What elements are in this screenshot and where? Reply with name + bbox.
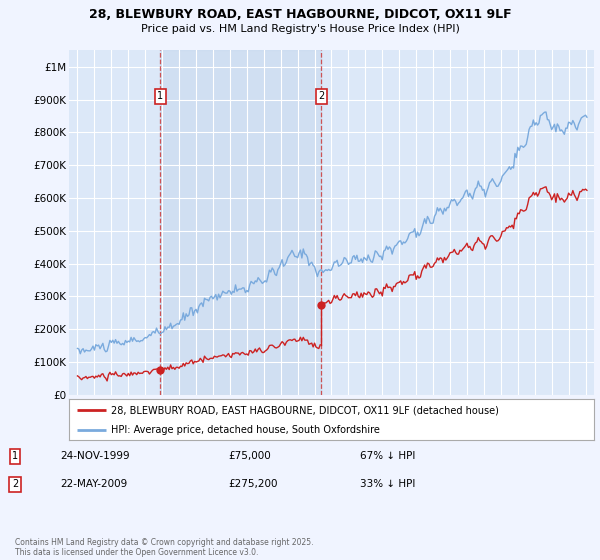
Text: 2: 2 (318, 91, 325, 101)
Text: Price paid vs. HM Land Registry's House Price Index (HPI): Price paid vs. HM Land Registry's House … (140, 24, 460, 34)
Text: 28, BLEWBURY ROAD, EAST HAGBOURNE, DIDCOT, OX11 9LF: 28, BLEWBURY ROAD, EAST HAGBOURNE, DIDCO… (89, 8, 511, 21)
Text: £75,000: £75,000 (228, 451, 271, 461)
Text: 1: 1 (157, 91, 164, 101)
Text: HPI: Average price, detached house, South Oxfordshire: HPI: Average price, detached house, Sout… (111, 424, 380, 435)
Text: 22-MAY-2009: 22-MAY-2009 (60, 479, 127, 489)
Text: 28, BLEWBURY ROAD, EAST HAGBOURNE, DIDCOT, OX11 9LF (detached house): 28, BLEWBURY ROAD, EAST HAGBOURNE, DIDCO… (111, 405, 499, 415)
Bar (160, 50, 322, 395)
Text: 67% ↓ HPI: 67% ↓ HPI (360, 451, 415, 461)
Text: 33% ↓ HPI: 33% ↓ HPI (360, 479, 415, 489)
Text: £275,200: £275,200 (228, 479, 277, 489)
Text: Contains HM Land Registry data © Crown copyright and database right 2025.
This d: Contains HM Land Registry data © Crown c… (15, 538, 314, 557)
Text: 24-NOV-1999: 24-NOV-1999 (60, 451, 130, 461)
Text: 1: 1 (12, 451, 18, 461)
Bar (160, 50, 322, 395)
Text: 2: 2 (12, 479, 18, 489)
